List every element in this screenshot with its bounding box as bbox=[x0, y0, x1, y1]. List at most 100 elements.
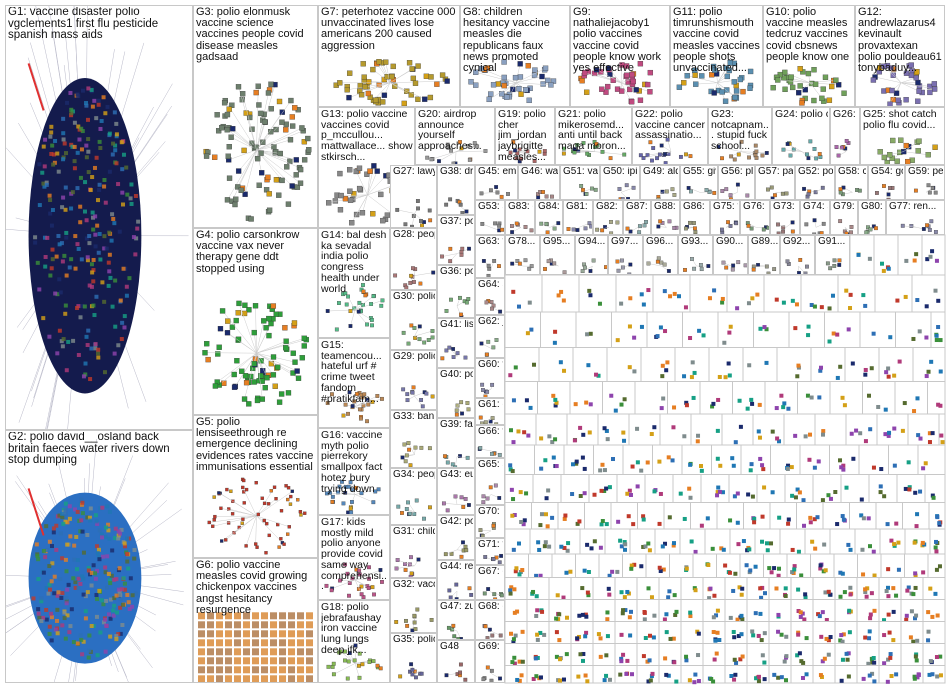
node bbox=[909, 224, 914, 228]
node bbox=[561, 677, 566, 682]
node bbox=[91, 279, 96, 284]
node bbox=[639, 468, 644, 473]
group-label: G70: mea... bbox=[478, 507, 503, 517]
node bbox=[488, 485, 493, 490]
node bbox=[841, 632, 846, 637]
node bbox=[650, 671, 655, 676]
node bbox=[619, 88, 625, 94]
node bbox=[282, 542, 286, 546]
node bbox=[805, 152, 809, 157]
node bbox=[628, 99, 635, 105]
group-nodes bbox=[333, 59, 450, 106]
node bbox=[710, 404, 715, 409]
node bbox=[420, 404, 425, 409]
group-panel: G79: havi... bbox=[830, 200, 858, 235]
small-group bbox=[538, 347, 574, 382]
node bbox=[401, 100, 407, 106]
node bbox=[341, 501, 346, 506]
node bbox=[642, 610, 647, 615]
node bbox=[860, 547, 865, 552]
edge bbox=[620, 187, 634, 193]
node bbox=[279, 639, 286, 647]
node bbox=[534, 573, 539, 578]
edge bbox=[256, 515, 290, 528]
group-panel: G74: sco... bbox=[800, 200, 830, 235]
small-group bbox=[927, 553, 946, 578]
edge bbox=[256, 352, 294, 374]
edge bbox=[438, 151, 457, 162]
node bbox=[466, 297, 471, 301]
small-group bbox=[746, 577, 770, 600]
node bbox=[325, 401, 330, 405]
node bbox=[242, 490, 246, 494]
node bbox=[494, 185, 499, 189]
node bbox=[788, 74, 794, 80]
node bbox=[604, 265, 607, 270]
node bbox=[622, 152, 627, 157]
node bbox=[107, 536, 112, 541]
node bbox=[646, 261, 651, 266]
node bbox=[44, 180, 49, 185]
node bbox=[758, 326, 763, 331]
node bbox=[912, 409, 917, 414]
node bbox=[283, 127, 289, 133]
node bbox=[330, 494, 335, 499]
node bbox=[740, 586, 745, 591]
small-group bbox=[812, 474, 842, 503]
node bbox=[863, 590, 868, 595]
node bbox=[682, 374, 687, 379]
group-panel: G16: vaccine myth polio pierrekory small… bbox=[318, 428, 390, 515]
node bbox=[520, 568, 525, 573]
node bbox=[234, 675, 241, 682]
node bbox=[762, 591, 767, 596]
node bbox=[925, 257, 930, 262]
edge bbox=[594, 151, 625, 155]
small-group bbox=[578, 274, 617, 313]
node bbox=[592, 539, 597, 544]
node bbox=[408, 463, 413, 467]
node bbox=[834, 145, 839, 149]
node bbox=[886, 594, 891, 599]
node bbox=[97, 139, 102, 144]
node bbox=[622, 595, 627, 600]
node bbox=[531, 676, 536, 681]
node bbox=[57, 328, 62, 333]
node bbox=[270, 612, 277, 620]
node bbox=[225, 621, 232, 629]
node bbox=[538, 573, 543, 578]
node bbox=[81, 592, 86, 597]
node bbox=[696, 653, 701, 658]
group-label: G30: polio vaccine drsimo... bbox=[393, 292, 435, 302]
node bbox=[693, 226, 697, 231]
node bbox=[798, 257, 803, 262]
node bbox=[717, 638, 722, 643]
node bbox=[328, 490, 332, 495]
node bbox=[356, 165, 363, 171]
node bbox=[736, 542, 741, 547]
node bbox=[734, 660, 739, 665]
node bbox=[872, 608, 877, 613]
node bbox=[548, 82, 554, 88]
edge bbox=[237, 149, 257, 188]
node bbox=[914, 252, 919, 257]
node bbox=[517, 678, 522, 683]
node bbox=[583, 673, 588, 678]
node bbox=[69, 206, 74, 211]
node bbox=[835, 332, 840, 337]
node bbox=[451, 623, 456, 628]
node bbox=[224, 538, 228, 542]
node bbox=[641, 156, 646, 160]
edge bbox=[242, 487, 257, 517]
node bbox=[96, 198, 101, 203]
node bbox=[270, 621, 277, 629]
node bbox=[134, 236, 139, 241]
node bbox=[198, 630, 205, 638]
node bbox=[832, 264, 837, 268]
node bbox=[822, 542, 827, 547]
node bbox=[699, 463, 704, 468]
node bbox=[615, 338, 620, 343]
node bbox=[121, 202, 126, 207]
node bbox=[934, 655, 939, 660]
edge bbox=[339, 579, 356, 581]
group-label: G41: lisahu... pixieb... bbox=[440, 320, 473, 330]
